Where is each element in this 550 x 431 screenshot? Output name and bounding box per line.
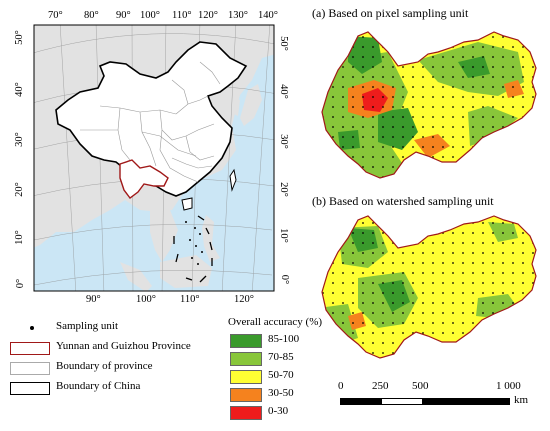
right-lat-tick-5: 0° [279,274,291,285]
china-map-panel: 70° 80° 90° 100° 110° 120° 130° 140° 90°… [0,0,300,310]
map-frame [33,24,275,292]
legend-box-china [10,382,50,395]
panel-b-svg [321,215,537,359]
left-lat-tick-3: 20° [13,182,25,197]
bottom-lon-tick-2: 110° [180,294,200,305]
accuracy-label-50-70: 50-70 [268,369,294,381]
top-lon-tick-5: 120° [198,10,218,21]
legend-label-yunnan-guizhou: Yunnan and Guizhou Province [56,340,191,352]
scale-segment-3 [422,398,510,405]
hainan-island [181,197,193,211]
scale-label-500: 500 [412,380,429,392]
accuracy-label-85-100: 85-100 [268,333,300,345]
panel-a-title: (a) Based on pixel sampling unit [312,6,469,20]
right-lat-tick-0: 50° [277,36,289,51]
panel-b-title: (b) Based on watershed sampling unit [312,194,494,208]
right-lat-tick-1: 40° [277,84,289,99]
scale-label-1000: 1 000 [496,380,521,392]
legend-label-sampling-unit: Sampling unit [56,320,119,332]
top-lon-tick-2: 90° [116,10,131,21]
accuracy-swatch-0-30 [230,406,262,420]
panel-b-map [318,208,550,368]
legend-label-china: Boundary of China [56,380,141,392]
bottom-lon-tick-1: 100° [136,294,156,305]
scale-segment-1 [340,398,382,405]
accuracy-legend-title: Overall accuracy (%) [228,316,323,328]
scale-unit: km [514,394,529,406]
scale-segment-2 [381,398,423,405]
china-map-svg [33,24,275,292]
left-lat-tick-4: 10° [13,230,25,245]
scale-label-250: 250 [372,380,389,392]
accuracy-label-30-50: 30-50 [268,387,294,399]
accuracy-label-0-30: 0-30 [268,405,289,417]
panel-a-map [318,22,550,192]
legend-label-province: Boundary of province [56,360,153,372]
sumatra-land [120,262,152,291]
accuracy-label-70-85: 70-85 [268,351,294,363]
philippines-land [202,215,220,262]
japan-land [240,84,262,126]
korea-land [230,98,240,116]
borneo-land [160,255,212,288]
left-lat-tick-5: 0° [15,278,27,289]
sampling-unit-dot [30,326,34,330]
accuracy-swatch-50-70 [230,370,262,384]
top-lon-tick-3: 100° [140,10,160,21]
left-lat-tick-1: 40° [13,82,25,97]
legend-box-province [10,362,50,375]
panel-b-boundary [321,215,537,359]
accuracy-swatch-30-50 [230,388,262,402]
top-lon-tick-7: 140° [258,10,278,21]
accuracy-swatch-85-100 [230,334,262,348]
panel-a-svg [321,31,537,179]
top-lon-tick-1: 80° [84,10,99,21]
bottom-lon-tick-0: 90° [86,294,101,305]
top-lon-tick-4: 110° [172,10,192,21]
accuracy-legend: Overall accuracy (%) 85-100 70-85 50-70 … [228,316,338,426]
yunnan-guizhou-outline [119,159,169,199]
top-lon-tick-6: 130° [228,10,248,21]
bottom-lon-tick-3: 120° [234,294,254,305]
left-lat-tick-0: 50° [13,30,25,45]
scale-label-0: 0 [338,380,344,392]
top-lon-tick-0: 70° [48,10,63,21]
right-lat-tick-3: 20° [277,182,289,197]
legend-box-yunnan-guizhou [10,342,50,355]
scale-bar: 0 250 500 1 000 km [330,378,546,414]
south-china-sea-dashes [173,215,213,283]
left-lat-tick-2: 30° [13,132,25,147]
indochina-land [150,205,178,262]
south-china-sea-islands [185,221,203,265]
panel-a-boundary [321,31,537,179]
right-lat-tick-2: 30° [277,134,289,149]
accuracy-swatch-70-85 [230,352,262,366]
taiwan-island [229,168,237,192]
map-legend: Sampling unit Yunnan and Guizhou Provinc… [0,316,230,416]
right-lat-tick-4: 10° [277,228,289,243]
